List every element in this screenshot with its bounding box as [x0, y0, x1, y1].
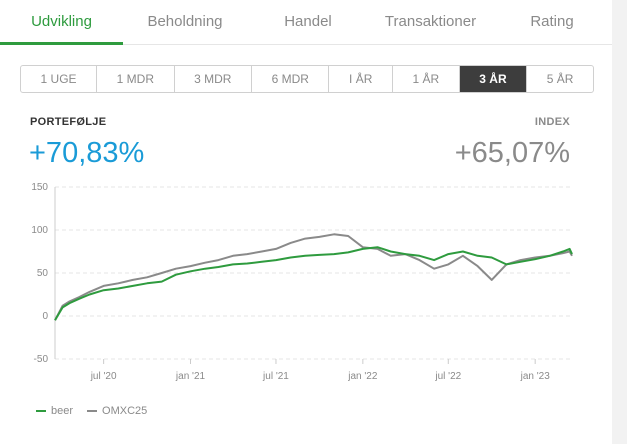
- index-return: +65,07%: [454, 137, 570, 169]
- portfolio-card: Udvikling Beholdning Handel Transaktione…: [0, 0, 612, 444]
- y-tick-label: 0: [42, 311, 48, 322]
- x-tick-label: jan '21: [175, 371, 206, 382]
- x-tick-label: jul '21: [262, 371, 289, 382]
- tab-handel[interactable]: Handel: [284, 13, 332, 30]
- tab-bar: Udvikling Beholdning Handel Transaktione…: [0, 0, 612, 45]
- x-tick-label: jan '22: [347, 371, 378, 382]
- period-selector: 1 UGE 1 MDR 3 MDR 6 MDR I ÅR 1 ÅR 3 ÅR 5…: [20, 65, 594, 93]
- tab-transaktioner[interactable]: Transaktioner: [384, 13, 477, 30]
- legend-item-beer[interactable]: beer: [36, 405, 73, 417]
- index-label: INDEX: [534, 116, 570, 128]
- period-5-aar[interactable]: 5 ÅR: [546, 72, 574, 86]
- y-tick-label: 100: [31, 225, 48, 236]
- portfolio-label: PORTEFØLJE: [30, 116, 107, 128]
- period-1-aar[interactable]: 1 ÅR: [393, 66, 460, 92]
- legend-item-omxc25[interactable]: OMXC25: [87, 405, 147, 417]
- y-tick-label: 50: [37, 268, 49, 279]
- x-tick-label: jan '23: [520, 371, 551, 382]
- tab-rating[interactable]: Rating: [530, 13, 574, 30]
- period-i-aar[interactable]: I ÅR: [329, 66, 393, 92]
- active-tab-indicator: [0, 42, 123, 45]
- period-6-mdr[interactable]: 6 MDR: [252, 66, 330, 92]
- chart-legend: beer OMXC25: [36, 405, 161, 417]
- performance-chart: 150 100 50 0 -50 jul '20 jan '21 jul '21 jan '22…: [31, 182, 573, 382]
- y-tick-label: 150: [31, 182, 48, 193]
- series-line-beer: [54, 246, 573, 321]
- x-tick-label: jul '22: [434, 371, 461, 382]
- legend-label-beer: beer: [51, 405, 74, 417]
- series-line-omxc25: [54, 233, 573, 321]
- period-1-mdr[interactable]: 1 MDR: [97, 66, 175, 92]
- portfolio-return: +70,83%: [29, 137, 145, 169]
- legend-swatch-beer: [36, 410, 46, 412]
- y-tick-label: -50: [34, 354, 49, 365]
- period-1-uge[interactable]: 1 UGE: [21, 66, 98, 92]
- x-tick-label: jul '20: [90, 371, 117, 382]
- period-3-mdr[interactable]: 3 MDR: [175, 66, 253, 92]
- tab-beholdning[interactable]: Beholdning: [147, 13, 223, 30]
- tab-udvikling[interactable]: Udvikling: [31, 13, 92, 30]
- legend-label-omxc25: OMXC25: [102, 405, 148, 417]
- legend-swatch-omxc25: [87, 410, 98, 412]
- period-3-aar[interactable]: 3 ÅR: [459, 66, 528, 92]
